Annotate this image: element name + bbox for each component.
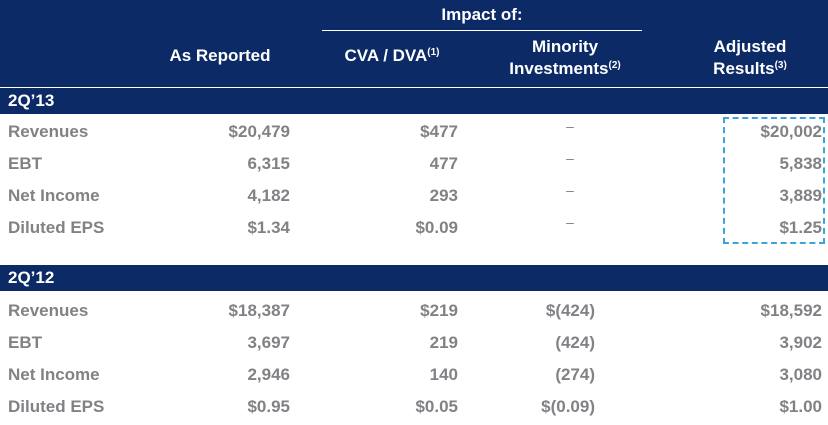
footnote-marker: (3) xyxy=(774,60,787,71)
adjusted-value: $20,002 xyxy=(760,122,822,141)
row-label: Diluted EPS xyxy=(8,218,105,237)
column-header-label: Investments xyxy=(509,59,609,78)
column-header-cva-dva: CVA / DVA(1) xyxy=(322,45,462,67)
row-label: Revenues xyxy=(8,122,89,141)
cva-dva-value: $477 xyxy=(420,122,458,141)
as-reported-value: $0.95 xyxy=(247,397,290,416)
footnote-marker: (1) xyxy=(427,47,440,58)
adjusted-value: 5,838 xyxy=(779,154,822,173)
section-band-2q12: 2Q’12 xyxy=(0,265,828,291)
cva-dva-value: 140 xyxy=(429,365,458,384)
adjusted-value: $1.25 xyxy=(779,218,822,237)
minority-value: – xyxy=(566,150,574,166)
column-header-label: Minority xyxy=(531,37,599,56)
impact-of-heading: Impact of: xyxy=(441,5,523,24)
as-reported-value: $1.34 xyxy=(247,218,290,237)
cva-dva-value: $0.05 xyxy=(415,397,458,416)
cva-dva-value: $0.09 xyxy=(415,218,458,237)
minority-value: (274) xyxy=(555,365,595,384)
as-reported-value: $18,387 xyxy=(228,301,290,320)
adjusted-value: $1.00 xyxy=(779,397,822,416)
minority-value: $(424) xyxy=(545,301,595,320)
cva-dva-value: 293 xyxy=(429,186,458,205)
row-label: EBT xyxy=(8,333,42,352)
minority-value: $(0.09) xyxy=(541,397,595,416)
row-label: Diluted EPS xyxy=(8,397,105,416)
footnote-marker: (2) xyxy=(608,60,621,71)
minority-value: – xyxy=(566,214,574,230)
minority-value: – xyxy=(566,182,574,198)
table-row: Diluted EPS $1.34 $0.09 – $1.25 xyxy=(0,212,828,244)
cva-dva-value: 219 xyxy=(429,333,458,352)
section-band-2q13: 2Q’13 xyxy=(0,88,828,114)
cva-dva-value: 477 xyxy=(429,154,458,173)
adjusted-value: 3,889 xyxy=(779,186,822,205)
column-header-label: CVA / DVA xyxy=(344,46,428,65)
row-label: EBT xyxy=(8,154,42,173)
section-title: 2Q’13 xyxy=(8,91,55,110)
table-row: Diluted EPS $0.95 $0.05 $(0.09) $1.00 xyxy=(0,391,828,423)
column-header-adjusted-results: Adjusted Results(3) xyxy=(680,36,820,80)
table-row: EBT 3,697 219 (424) 3,902 xyxy=(0,327,828,359)
minority-value: (424) xyxy=(555,333,595,352)
as-reported-value: 4,182 xyxy=(247,186,290,205)
as-reported-value: 2,946 xyxy=(247,365,290,384)
table-row: Net Income 4,182 293 – 3,889 xyxy=(0,180,828,212)
adjusted-value: 3,080 xyxy=(779,365,822,384)
adjusted-value: 3,902 xyxy=(779,333,822,352)
impact-of-underline xyxy=(322,30,642,31)
row-label: Net Income xyxy=(8,365,100,384)
row-label: Revenues xyxy=(8,301,89,320)
minority-value: – xyxy=(566,118,574,134)
as-reported-value: 6,315 xyxy=(247,154,290,173)
column-header-label: Adjusted xyxy=(713,37,787,56)
column-header-minority-investments: Minority Investments(2) xyxy=(490,36,640,80)
column-header-label: Results xyxy=(713,59,775,78)
adjusted-results-highlight-box xyxy=(723,117,825,244)
column-header-as-reported: As Reported xyxy=(150,45,290,67)
column-header-label: As Reported xyxy=(169,46,271,65)
cva-dva-value: $219 xyxy=(420,301,458,320)
as-reported-value: 3,697 xyxy=(247,333,290,352)
as-reported-value: $20,479 xyxy=(228,122,290,141)
table-row: Revenues $20,479 $477 – $20,002 xyxy=(0,116,828,148)
table-row: Net Income 2,946 140 (274) 3,080 xyxy=(0,359,828,391)
row-label: Net Income xyxy=(8,186,100,205)
section-title: 2Q’12 xyxy=(8,268,55,287)
table-header: Impact of: As Reported CVA / DVA(1) Mino… xyxy=(0,0,828,87)
adjusted-value: $18,592 xyxy=(760,301,822,320)
table-row: Revenues $18,387 $219 $(424) $18,592 xyxy=(0,295,828,327)
table-row: EBT 6,315 477 – 5,838 xyxy=(0,148,828,180)
